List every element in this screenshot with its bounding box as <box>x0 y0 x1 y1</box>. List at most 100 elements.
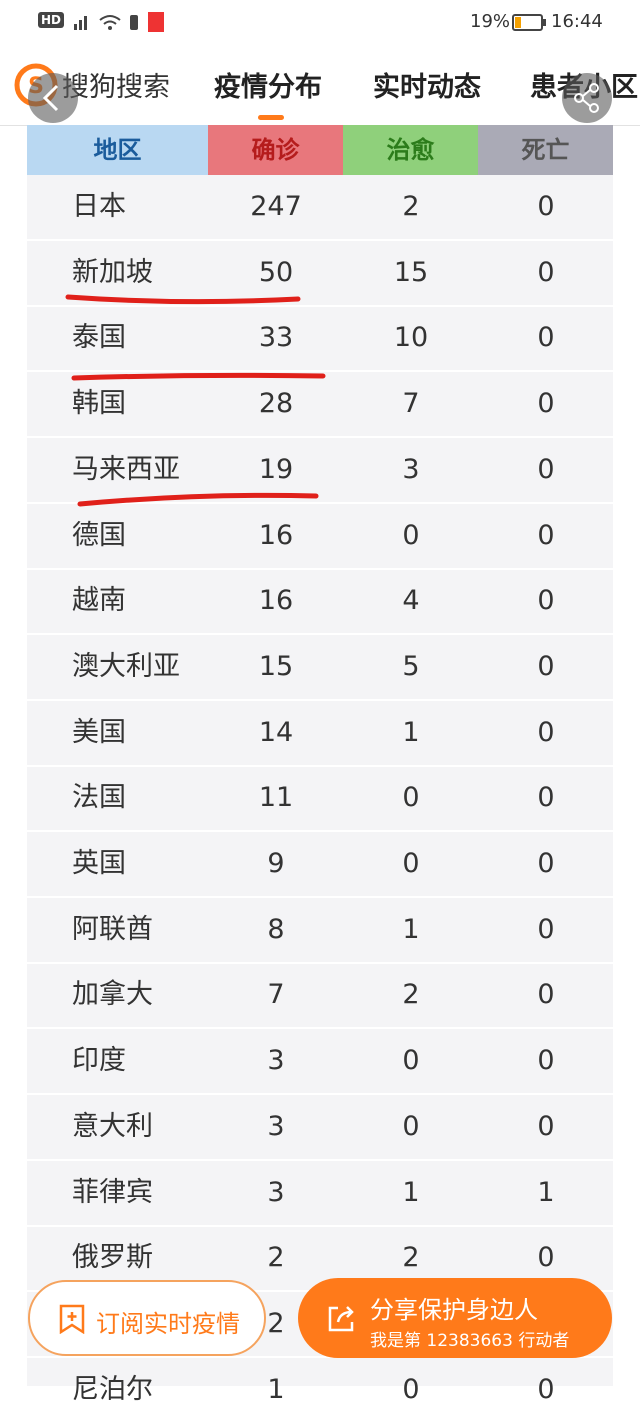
region-cell: 加拿大 <box>72 979 153 1011</box>
region-cell: 尼泊尔 <box>72 1373 153 1405</box>
table-row: 法国 11 0 0 <box>27 766 613 833</box>
number-cell: 16 <box>258 585 294 617</box>
table-row: 德国 16 0 0 <box>27 504 613 570</box>
subscribe-button[interactable]: 订阅实时疫情 <box>28 1280 266 1356</box>
region-cell: 澳大利亚 <box>72 650 180 682</box>
number-cell: 0 <box>402 1110 420 1142</box>
number-cell: 4 <box>402 585 420 617</box>
table-row: 越南 16 4 0 <box>27 569 613 636</box>
number-cell: 0 <box>537 1110 555 1142</box>
number-cell: 1 <box>402 716 420 748</box>
number-cell: 0 <box>402 1045 420 1077</box>
number-cell: 3 <box>402 453 420 485</box>
nav-tab[interactable]: 实时动态 <box>373 72 481 103</box>
number-cell: 16 <box>258 519 294 551</box>
header-cell: 确诊 <box>208 125 343 175</box>
number-cell: 10 <box>393 322 429 354</box>
number-cell: 1 <box>402 913 420 945</box>
region-cell: 意大利 <box>72 1110 153 1142</box>
region-cell: 菲律宾 <box>72 1176 153 1208</box>
number-cell: 9 <box>267 848 285 879</box>
table-row: 美国 14 1 0 <box>27 701 613 767</box>
data-table: 地区 确诊 治愈 死亡 日本 247 2 0 新加坡 50 15 0 泰国 33 10 0 韩国 28 7 0 马来西亚… <box>27 125 613 1424</box>
table-row: 日本 247 2 0 <box>27 175 613 241</box>
number-cell: 247 <box>250 191 302 222</box>
number-cell: 2 <box>402 191 420 222</box>
number-cell: 0 <box>537 1045 555 1077</box>
number-cell: 0 <box>402 848 420 879</box>
table-row: 泰国 33 10 0 <box>27 306 613 373</box>
number-cell: 14 <box>258 716 294 748</box>
number-cell: 15 <box>258 650 294 682</box>
table-row: 韩国 28 7 0 <box>27 372 613 439</box>
number-cell: 0 <box>537 453 555 485</box>
table-row: 澳大利亚 15 5 0 <box>27 635 613 701</box>
region-cell: 阿联酋 <box>72 913 153 945</box>
number-cell: 0 <box>537 1373 555 1405</box>
region-cell: 日本 <box>72 191 126 222</box>
table-row: 英国 9 0 0 <box>27 832 613 898</box>
table-row: 加拿大 7 2 0 <box>27 963 613 1030</box>
region-cell: 德国 <box>72 519 126 551</box>
table-row: 菲律宾 3 1 1 <box>27 1161 613 1227</box>
region-cell: 新加坡 <box>72 256 153 288</box>
brand-name: 搜狗搜索 <box>62 72 170 103</box>
region-cell: 法国 <box>72 782 126 814</box>
share-label: 分享保护身边人 <box>370 1296 538 1324</box>
number-cell: 3 <box>267 1110 285 1142</box>
number-cell: 5 <box>402 650 420 682</box>
number-cell: 2 <box>267 1307 285 1339</box>
region-cell: 英国 <box>72 848 126 879</box>
number-cell: 50 <box>258 256 294 288</box>
number-cell: 3 <box>267 1045 285 1077</box>
number-cell: 0 <box>537 716 555 748</box>
table-row: 阿联酋 8 1 0 <box>27 898 613 964</box>
number-cell: 33 <box>258 322 294 354</box>
share-icon <box>328 1306 354 1332</box>
share-button[interactable]: 分享保护身边人 我是第 12383663 行动者 <box>298 1278 612 1358</box>
clock: 16:44 <box>551 11 603 32</box>
nav-tab[interactable]: 疫情分布 <box>214 72 322 103</box>
battery-percent: 19% <box>470 11 511 32</box>
region-cell: 越南 <box>72 585 126 617</box>
number-cell: 0 <box>402 782 420 814</box>
number-cell: 3 <box>267 1176 285 1208</box>
region-cell: 马来西亚 <box>72 453 180 485</box>
share-icon-button[interactable] <box>561 72 613 124</box>
number-cell: 0 <box>402 519 420 551</box>
hd-icon: HD <box>38 12 65 28</box>
number-cell: 2 <box>267 1242 285 1274</box>
number-cell: 19 <box>258 453 294 485</box>
nav-bar: S 搜狗搜索 疫情分布 实时动态 患者小区 <box>0 45 640 126</box>
battery-icon <box>512 14 546 31</box>
region-cell: 俄罗斯 <box>72 1242 153 1274</box>
number-cell: 0 <box>402 1373 420 1405</box>
header-cell: 地区 <box>27 125 208 175</box>
tab-indicator <box>258 115 284 120</box>
number-cell: 0 <box>537 979 555 1011</box>
number-cell: 0 <box>537 1242 555 1274</box>
number-cell: 28 <box>258 388 294 420</box>
number-cell: 1 <box>267 1373 285 1405</box>
status-bar: HD 19% 16:44 <box>0 0 640 45</box>
number-cell: 0 <box>537 256 555 288</box>
number-cell: 7 <box>267 979 285 1011</box>
number-cell: 0 <box>537 848 555 879</box>
number-cell: 15 <box>393 256 429 288</box>
table-row: 马来西亚 19 3 0 <box>27 438 613 504</box>
number-cell: 1 <box>402 1176 420 1208</box>
number-cell: 2 <box>402 979 420 1011</box>
subscribe-label: 订阅实时疫情 <box>96 1310 240 1338</box>
number-cell: 11 <box>258 782 294 814</box>
number-cell: 0 <box>537 322 555 354</box>
header-cell: 治愈 <box>343 125 478 175</box>
region-cell: 印度 <box>72 1045 126 1077</box>
number-cell: 1 <box>537 1176 555 1208</box>
number-cell: 0 <box>537 191 555 222</box>
number-cell: 0 <box>537 388 555 420</box>
table-row: 新加坡 50 15 0 <box>27 241 613 307</box>
table-row: 2 <box>27 1292 613 1358</box>
header-cell: 死亡 <box>478 125 613 175</box>
back-button[interactable] <box>27 72 79 124</box>
